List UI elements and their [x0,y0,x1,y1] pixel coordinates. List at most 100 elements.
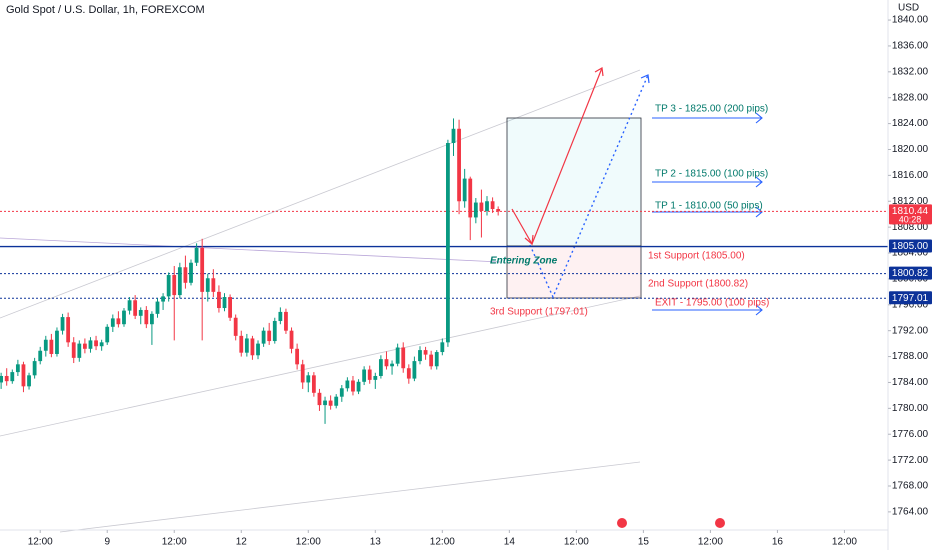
candle-body [295,348,300,365]
y-tick-label: 1812.00 [892,196,929,207]
y-tick-label: 1804.00 [892,248,929,259]
x-tick-label: 15 [638,537,650,548]
x-tick-label: 12:00 [28,537,53,548]
candle-body [345,380,350,389]
candle-body [177,267,182,296]
candle-body [217,291,221,309]
price-badge [889,291,932,305]
event-icon [715,518,725,528]
exit-label: EXIT - 1795.00 (100 pips) [655,298,769,309]
candle-body [339,388,344,397]
y-tick-label: 1816.00 [892,170,929,181]
candle-body [222,297,227,309]
candle-body [60,317,65,331]
candle-body [412,361,417,379]
candle-body [99,342,104,347]
candle-body [105,326,110,343]
y-tick-label: 1784.00 [892,377,929,388]
annotations: TP 3 - 1825.00 (200 pips) TP 2 - 1815.00… [490,104,769,318]
y-tick-label: 1832.00 [892,66,929,77]
candle-body [485,201,489,211]
candle-body [496,209,501,212]
candle-body [418,350,422,362]
channel-line [0,295,641,437]
tp-label: TP 2 - 1815.00 (100 pips) [655,169,768,180]
candles [0,118,888,424]
price-badge [889,204,932,225]
candle-body [284,311,288,331]
candle-body [71,342,76,358]
candle-body [300,364,305,383]
candle-body [457,128,461,202]
zone-label: Entering Zone [490,256,558,267]
candle-body [261,330,266,344]
tp-label: TP 3 - 1825.00 (200 pips) [655,104,768,115]
y-tick-label: 1780.00 [892,403,929,414]
candle-body [228,297,232,318]
y-tick-label: 1772.00 [892,455,929,466]
x-tick-label: 12:00 [832,537,857,548]
price-badge-label: 1805.00 [892,241,929,252]
support-label: 3rd Support (1797.01) [490,307,588,318]
candle-body [334,396,339,406]
candle-body [401,347,406,369]
candle-body [272,320,277,342]
candle-body [172,275,177,296]
scenario-arrow [529,74,649,299]
candle-body [15,364,20,373]
candle-body [21,364,26,387]
candle-body [468,178,473,218]
candle-body [127,300,132,311]
candle-body [189,262,193,283]
candle-body [479,202,484,211]
y-tick-label: 1824.00 [892,118,929,129]
x-tick-label: 13 [370,537,382,548]
candle-body [328,400,333,406]
support-label: 1st Support (1805.00) [648,251,745,262]
price-badge-label: 1797.01 [892,293,929,304]
candle-body [384,359,389,367]
candle-body [378,359,383,376]
candle-body [440,342,445,353]
y-tick-label: 1808.00 [892,222,929,233]
trend-line [0,237,501,263]
arrow-head [755,206,763,218]
arrow-head [755,112,763,124]
candle-body [138,309,143,316]
y-tick-label: 1836.00 [892,41,929,52]
price-badge-label: 1810.44 [892,206,929,217]
candle-body [323,400,327,406]
channel-line [0,69,641,319]
price-badge [889,239,932,253]
candle-body [183,267,188,283]
x-tick-label: 16 [772,537,784,548]
y-tick-label: 1768.00 [892,481,929,492]
x-tick-label: 12 [236,537,248,548]
candle-body [362,369,367,382]
candle-body [43,339,48,351]
arrow-head [594,67,604,77]
x-tick-label: 12:00 [564,537,589,548]
candle-body [205,278,210,292]
y-tick-label: 1840.00 [892,15,929,26]
candle-body [38,350,43,362]
candle-body [367,369,372,380]
candle-body [451,128,456,144]
candle-body [122,310,126,325]
candle-body [155,301,160,314]
x-tick-label: 9 [104,537,110,548]
candle-body [133,300,138,316]
y-tick-label: 1792.00 [892,325,929,336]
y-tick-label: 1764.00 [892,507,929,518]
candle-body [116,318,121,325]
candle-body [462,178,467,202]
price-badge-label: 1800.82 [892,268,929,279]
x-tick-label: 12:00 [296,537,321,548]
y-tick-label: 1820.00 [892,144,929,155]
event-icon [617,518,627,528]
candle-body [373,375,378,380]
candle-body [10,372,15,382]
candle-body [289,330,294,349]
